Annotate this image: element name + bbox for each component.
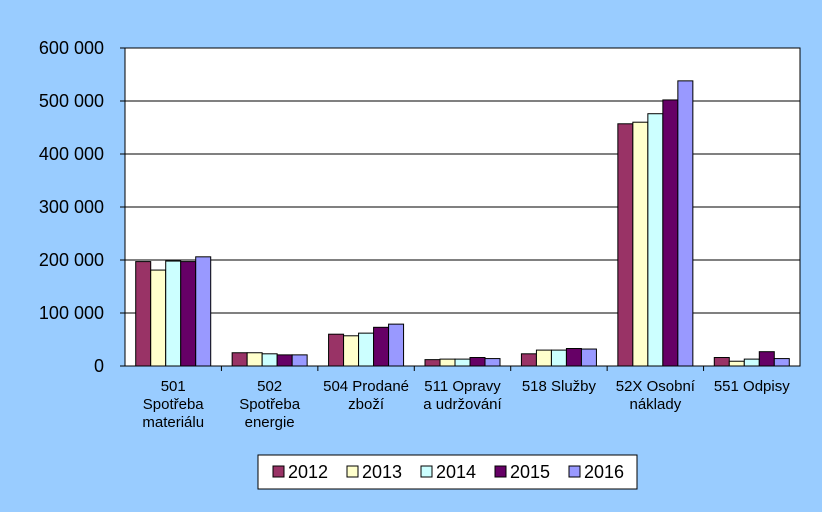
legend-label-2016: 2016 [584, 462, 624, 482]
bar-2016-3 [484, 358, 501, 367]
bar-2015-5 [662, 99, 679, 367]
bar-2012-3 [424, 359, 441, 367]
bar-2013-5 [632, 121, 649, 367]
bar-2013-2 [343, 335, 360, 367]
bar-2013-6 [728, 360, 745, 367]
bar-2013-0 [150, 269, 167, 367]
legend-swatch-2013 [346, 465, 359, 478]
bar-2014-4 [550, 349, 567, 367]
y-tick-label: 0 [94, 356, 104, 376]
legend-swatch-2014 [420, 465, 433, 478]
y-tick-label: 600 000 [39, 38, 104, 58]
bar-2016-5 [677, 80, 694, 367]
x-tick-label: 502 Spotřeba energie [239, 378, 301, 431]
bar-2014-1 [261, 353, 278, 367]
bar-2016-0 [195, 256, 212, 367]
y-tick-label: 200 000 [39, 250, 104, 270]
x-tick-label: 501 Spotřeba materiálu [142, 378, 204, 431]
legend-label-2015: 2015 [510, 462, 550, 482]
bar-2016-6 [773, 358, 790, 367]
bar-2014-0 [165, 260, 182, 367]
bar-2012-0 [135, 261, 152, 367]
bar-2014-6 [743, 358, 760, 367]
bar-2012-5 [617, 123, 634, 367]
bar-2012-1 [231, 352, 248, 367]
bar-2016-1 [291, 354, 308, 367]
bar-2016-2 [388, 323, 405, 367]
x-tick-label: 518 Služby [522, 378, 597, 395]
bar-2015-6 [758, 351, 775, 367]
x-tick-label: 52X Osobní náklady [616, 378, 696, 413]
bar-2014-2 [358, 332, 375, 367]
bar-2012-4 [520, 353, 537, 367]
x-axis: 501 Spotřeba materiálu 502 Spotřeba energie 50… [142, 366, 790, 431]
bar-2016-4 [580, 348, 597, 367]
bar-2014-5 [647, 113, 664, 367]
y-tick-label: 500 000 [39, 91, 104, 111]
bar-2014-3 [454, 358, 471, 367]
bar-2013-1 [246, 352, 263, 367]
legend-label-2012: 2012 [288, 462, 328, 482]
legend: 2012 2013 2014 2015 2016 [257, 454, 638, 490]
y-tick-label: 400 000 [39, 144, 104, 164]
bar-2015-2 [373, 326, 390, 367]
bar-2015-1 [276, 354, 293, 367]
bar-2015-4 [565, 348, 582, 367]
x-tick-label: 504 Prodané zboží [323, 378, 409, 413]
legend-label-2014: 2014 [436, 462, 476, 482]
legend-swatch-2015 [494, 465, 507, 478]
bar-2012-2 [328, 333, 345, 367]
bar-2015-3 [469, 357, 486, 367]
legend-swatch-2016 [568, 465, 581, 478]
y-axis: 0 100 000 200 000 300 000 400 000 500 000 600 … [39, 38, 125, 376]
bar-2012-6 [713, 357, 730, 367]
legend-swatch-2012 [272, 465, 285, 478]
y-tick-label: 300 000 [39, 197, 104, 217]
y-tick-label: 100 000 [39, 303, 104, 323]
x-tick-label: 511 Opravy a udržování [423, 378, 502, 413]
bar-2015-0 [180, 261, 197, 367]
legend-label-2013: 2013 [362, 462, 402, 482]
bar-2013-3 [439, 358, 456, 367]
bars [135, 80, 790, 367]
x-tick-label: 551 Odpisy [714, 378, 790, 395]
bar-2013-4 [535, 349, 552, 367]
